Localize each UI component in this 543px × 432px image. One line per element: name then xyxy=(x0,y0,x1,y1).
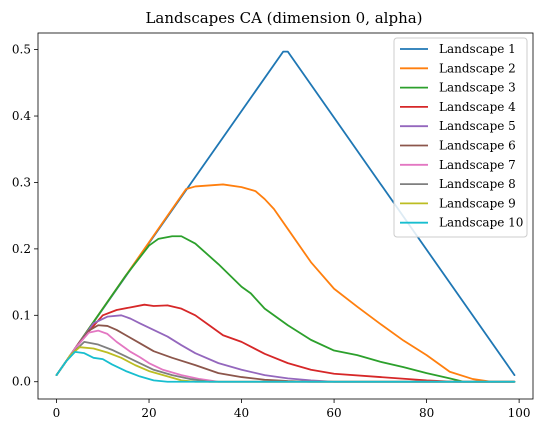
y-axis: 0.0 0.1 0.2 0.3 0.4 0.5 xyxy=(12,43,38,389)
legend-label-1: Landscape 1 xyxy=(439,42,516,56)
y-tick-label: 0.0 xyxy=(12,375,31,389)
x-tick-label: 80 xyxy=(419,406,434,420)
legend-label-3: Landscape 3 xyxy=(439,81,516,95)
series-line-9 xyxy=(55,346,516,383)
x-tick-label: 20 xyxy=(141,406,156,420)
legend-label-2: Landscape 2 xyxy=(439,61,516,75)
legend-label-6: Landscape 6 xyxy=(439,139,516,153)
series-line-2 xyxy=(55,183,516,383)
legend-label-9: Landscape 9 xyxy=(439,196,516,210)
x-tick-label: 0 xyxy=(53,406,61,420)
y-tick-label: 0.4 xyxy=(12,109,31,123)
chart-title: Landscapes CA (dimension 0, alpha) xyxy=(145,9,422,27)
legend-label-8: Landscape 8 xyxy=(439,177,516,191)
series-line-7 xyxy=(55,329,516,383)
y-tick-label: 0.1 xyxy=(12,308,31,322)
series-line-3 xyxy=(55,235,516,383)
x-tick-label: 60 xyxy=(326,406,341,420)
series-lines xyxy=(55,50,516,383)
legend-label-4: Landscape 4 xyxy=(439,100,516,114)
y-tick-label: 0.5 xyxy=(12,43,31,57)
plot-area xyxy=(37,32,534,400)
series-line-5 xyxy=(55,314,516,383)
y-tick-label: 0.2 xyxy=(12,242,31,256)
series-line-6 xyxy=(55,324,516,383)
x-axis: 0 20 40 60 80 100 xyxy=(53,399,531,420)
x-tick-label: 40 xyxy=(234,406,249,420)
legend-label-5: Landscape 5 xyxy=(439,119,516,133)
series-line-4 xyxy=(55,303,516,383)
legend: Landscape 1 Landscape 2 Landscape 3 Landsca… xyxy=(393,37,528,238)
series-line-10 xyxy=(55,350,516,383)
legend-label-7: Landscape 7 xyxy=(439,158,516,172)
y-tick-label: 0.3 xyxy=(12,175,31,189)
series-line-8 xyxy=(55,340,516,383)
legend-label-10: Landscape 10 xyxy=(439,216,523,230)
x-tick-label: 100 xyxy=(508,406,531,420)
